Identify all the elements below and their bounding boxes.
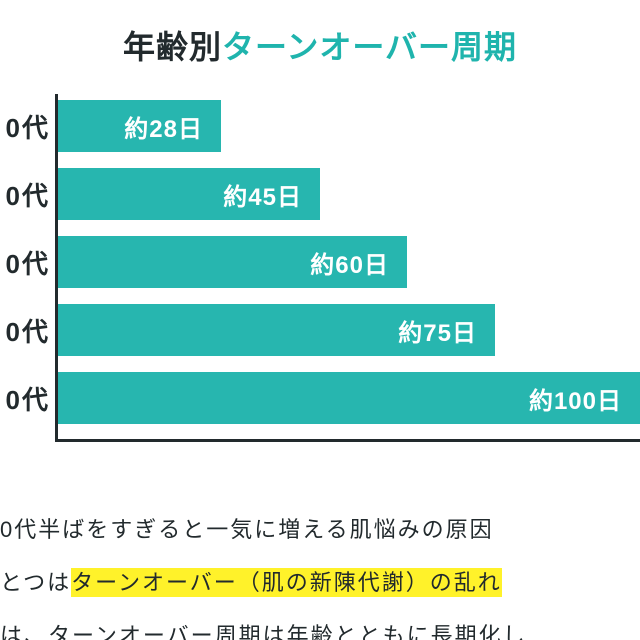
bar-label: 約75日 (398, 313, 477, 348)
title-part-dark: 年齢別 (123, 29, 222, 65)
caption-line: とつはターンオーバー（肌の新陳代謝）の乱れ (0, 557, 640, 610)
y-label: 0代 (0, 380, 50, 417)
bar: 約60日 (58, 236, 407, 288)
bar-label: 約60日 (310, 245, 389, 280)
y-label: 0代 (0, 176, 50, 213)
chart-title: 年齢別ターンオーバー周期 (0, 0, 640, 94)
bar: 約45日 (58, 168, 320, 220)
bar-label: 約28日 (124, 109, 203, 144)
y-label: 0代 (0, 108, 50, 145)
y-label: 0代 (0, 244, 50, 281)
bar: 約28日 (58, 100, 221, 152)
x-axis-line (55, 439, 640, 442)
bar-label: 約45日 (223, 177, 302, 212)
caption-highlight: ターンオーバー（肌の新陳代謝）の乱れ (71, 568, 502, 597)
caption-block: 0代半ばをすぎると一気に増える肌悩みの原因 とつはターンオーバー（肌の新陳代謝）… (0, 504, 640, 640)
y-label: 0代 (0, 312, 50, 349)
caption-line: 0代半ばをすぎると一気に増える肌悩みの原因 (0, 504, 640, 557)
bar: 約75日 (58, 304, 495, 356)
chart-area: 0代 0代 0代 0代 0代 約28日 約45日 約60日 約75日 約100日 (0, 94, 640, 464)
caption-text: とつは (0, 570, 71, 595)
bars-container: 約28日 約45日 約60日 約75日 約100日 (58, 94, 640, 439)
bar: 約100日 (58, 372, 640, 424)
caption-line: は、ターンオーバー周期は年齢とともに長期化し (0, 610, 640, 640)
bar-label: 約100日 (529, 381, 622, 416)
y-axis-labels: 0代 0代 0代 0代 0代 (0, 94, 50, 464)
title-part-teal: ターンオーバー周期 (222, 29, 517, 65)
